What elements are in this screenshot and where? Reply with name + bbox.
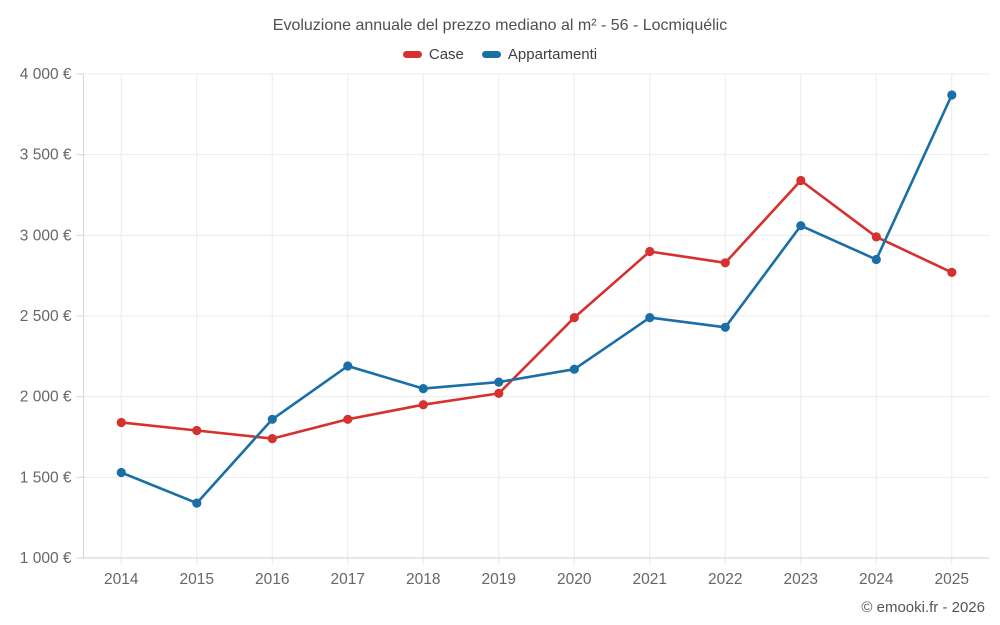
legend-label-case: Case (428, 46, 464, 63)
x-axis-label: 2024 (859, 571, 894, 588)
y-axis-label: 3 500 € (20, 147, 72, 164)
x-axis-label: 2019 (482, 571, 516, 588)
series-line-case (120, 179, 954, 440)
footer-credit: © emooki.fr - 2026 (861, 599, 985, 616)
data-point-case-2024 (871, 232, 881, 242)
x-axis-label: 2023 (784, 571, 818, 588)
data-point-appartamenti-2024 (871, 254, 881, 265)
data-point-appartamenti-2014 (116, 467, 126, 478)
data-point-appartamenti-2018 (418, 384, 428, 394)
x-axis-label: 2020 (557, 571, 592, 588)
data-point-appartamenti-2016 (267, 414, 277, 424)
x-axis-label: 2025 (935, 571, 969, 588)
chart-title: Evoluzione annuale del prezzo mediano al… (272, 17, 728, 34)
data-point-case-2014 (116, 417, 126, 428)
data-point-case-2023 (796, 175, 806, 186)
series-line-appartamenti (120, 93, 954, 505)
data-point-appartamenti-2022 (720, 322, 730, 332)
data-point-appartamenti-2017 (343, 361, 353, 371)
x-axis-label: 2021 (633, 571, 667, 588)
data-point-appartamenti-2021 (645, 313, 655, 323)
data-point-case-2021 (645, 246, 655, 257)
data-point-case-2025 (947, 267, 957, 277)
x-axis-label: 2022 (708, 571, 742, 588)
legend-label-appartamenti: Appartamenti (507, 46, 598, 63)
y-axis-label: 3 000 € (20, 227, 72, 244)
x-axis-label: 2015 (180, 571, 214, 588)
data-point-case-2018 (418, 400, 428, 410)
data-point-appartamenti-2023 (796, 221, 806, 231)
data-point-appartamenti-2015 (192, 498, 202, 508)
data-point-appartamenti-2019 (494, 377, 504, 387)
legend-item-appartamenti[interactable]: Appartamenti (481, 46, 598, 63)
data-point-appartamenti-2025 (947, 90, 957, 100)
y-axis-label: 1 000 € (20, 550, 72, 567)
data-point-case-2017 (343, 414, 353, 424)
chart-legend: Case Appartamenti (0, 46, 1000, 63)
case-series-swatch-icon (402, 51, 422, 58)
x-axis-label: 2014 (104, 571, 139, 588)
appartamenti-series-swatch-icon (481, 51, 501, 58)
x-axis-label: 2017 (331, 571, 365, 588)
legend-item-case[interactable]: Case (402, 46, 464, 63)
y-axis-label: 1 500 € (20, 469, 72, 486)
data-point-case-2015 (192, 425, 202, 436)
y-axis-label: 4 000 € (20, 66, 72, 83)
data-point-case-2022 (720, 258, 730, 268)
data-point-case-2020 (569, 313, 579, 323)
y-axis-label: 2 000 € (20, 389, 72, 406)
x-axis-label: 2018 (406, 571, 440, 588)
data-point-case-2019 (494, 388, 504, 398)
data-point-appartamenti-2020 (569, 364, 579, 374)
y-axis-label: 2 500 € (20, 308, 72, 325)
x-axis-label: 2016 (255, 571, 289, 588)
data-point-case-2016 (267, 434, 277, 444)
